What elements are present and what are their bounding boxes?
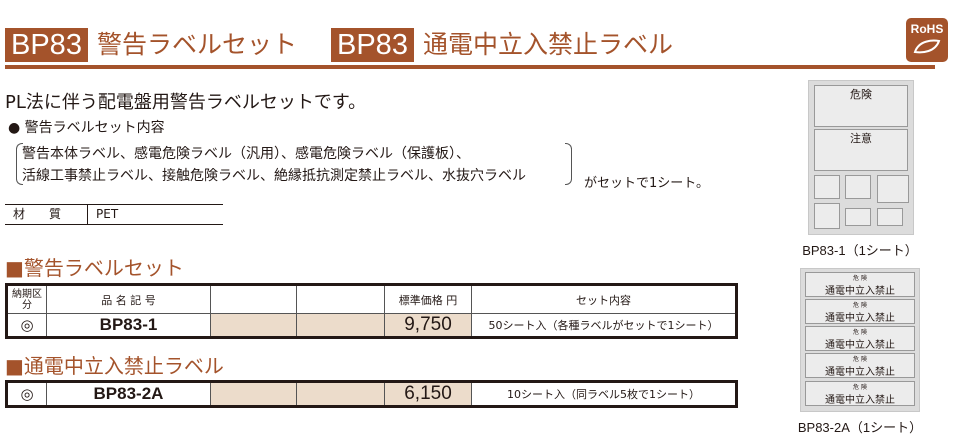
label-heading: 危 険 [853, 384, 867, 391]
rohs-text: RoHS [910, 22, 944, 36]
lead-text: PL法に伴う配電盤用警告ラベルセットです。 [5, 92, 367, 113]
section-title: ■警告ラベルセット [5, 256, 184, 280]
product-title: 警告ラベルセット [97, 30, 298, 59]
set-contents: 10シート入（同ラベル5枚で1シート） [471, 381, 737, 407]
label-heading: 危 険 [853, 356, 867, 363]
contents-heading: ● 警告ラベルセット内容 [8, 120, 165, 136]
empty-cell [296, 381, 385, 407]
price: 6,150 [384, 381, 472, 407]
label-text: 通電中立入禁止 [825, 367, 895, 378]
contents-line: 警告本体ラベル、感電危険ラベル（汎用）、感電危険ラベル（保護板）、 [22, 146, 470, 162]
header-code: 品 名 記 号 [46, 284, 211, 314]
header-empty [210, 284, 297, 314]
product-image-bp83-2a: 危 険通電中立入禁止 危 険通電中立入禁止 危 険通電中立入禁止 危 険通電中立… [800, 268, 920, 412]
leaf-icon [913, 39, 941, 54]
bracket-left [16, 143, 23, 185]
image-caption: BP83-2A（1シート） [797, 420, 923, 435]
label-text: 通電中立入禁止 [825, 286, 895, 297]
bracket-right [565, 143, 572, 185]
empty-cell [210, 381, 297, 407]
header-price: 標準価格 円 [384, 284, 472, 314]
header-empty [296, 284, 385, 314]
delivery-mark: ◎ [6, 381, 47, 407]
label-heading: 注意 [850, 132, 872, 145]
empty-cell [296, 313, 385, 338]
delivery-mark: ◎ [6, 313, 47, 338]
table-row: ◎ BP83-1 9,750 50シート入（各種ラベルがセットで1シート） [6, 313, 737, 338]
label-text: 通電中立入禁止 [825, 395, 895, 406]
empty-cell [210, 313, 297, 338]
material-row: 材 質 PET [5, 204, 223, 225]
table-row: ◎ BP83-2A 6,150 10シート入（同ラベル5枚で1シート） [6, 381, 737, 407]
header-contents: セット内容 [471, 284, 737, 314]
label-heading: 危 険 [853, 275, 867, 282]
label-text: 通電中立入禁止 [825, 313, 895, 324]
price-table: 納期区分 品 名 記 号 標準価格 円 セット内容 ◎ BP83-1 9,750… [5, 283, 738, 339]
label-heading: 危険 [850, 88, 872, 101]
product-code: BP83-1 [46, 313, 211, 338]
image-caption: BP83-1（1シート） [802, 243, 918, 258]
label-heading: 危 険 [853, 329, 867, 336]
label-text: 通電中立入禁止 [825, 340, 895, 351]
product-code-badge: BP83 [5, 28, 88, 62]
label-heading: 危 険 [853, 302, 867, 309]
contents-line: 活線工事禁止ラベル、接触危険ラベル、絶縁抵抗測定禁止ラベル、水抜穴ラベル [22, 168, 526, 184]
material-label: 材 質 [5, 205, 88, 224]
section-title: ■通電中立入禁止ラベル [5, 354, 224, 378]
header-delivery: 納期区分 [6, 284, 47, 314]
product-title: 通電中立入禁止ラベル [423, 30, 674, 59]
material-value: PET [96, 207, 119, 221]
price: 9,750 [384, 313, 472, 338]
contents-suffix: がセットで1シート。 [584, 176, 710, 191]
product-image-bp83-1: 危険 注意 [808, 80, 914, 235]
table-header-row: 納期区分 品 名 記 号 標準価格 円 セット内容 [6, 284, 737, 314]
header-rule [5, 65, 935, 69]
product-code: BP83-2A [46, 381, 211, 407]
set-contents: 50シート入（各種ラベルがセットで1シート） [471, 313, 737, 338]
product-code-badge: BP83 [331, 28, 414, 62]
price-table: ◎ BP83-2A 6,150 10シート入（同ラベル5枚で1シート） [5, 380, 738, 408]
rohs-badge: RoHS [906, 18, 948, 62]
